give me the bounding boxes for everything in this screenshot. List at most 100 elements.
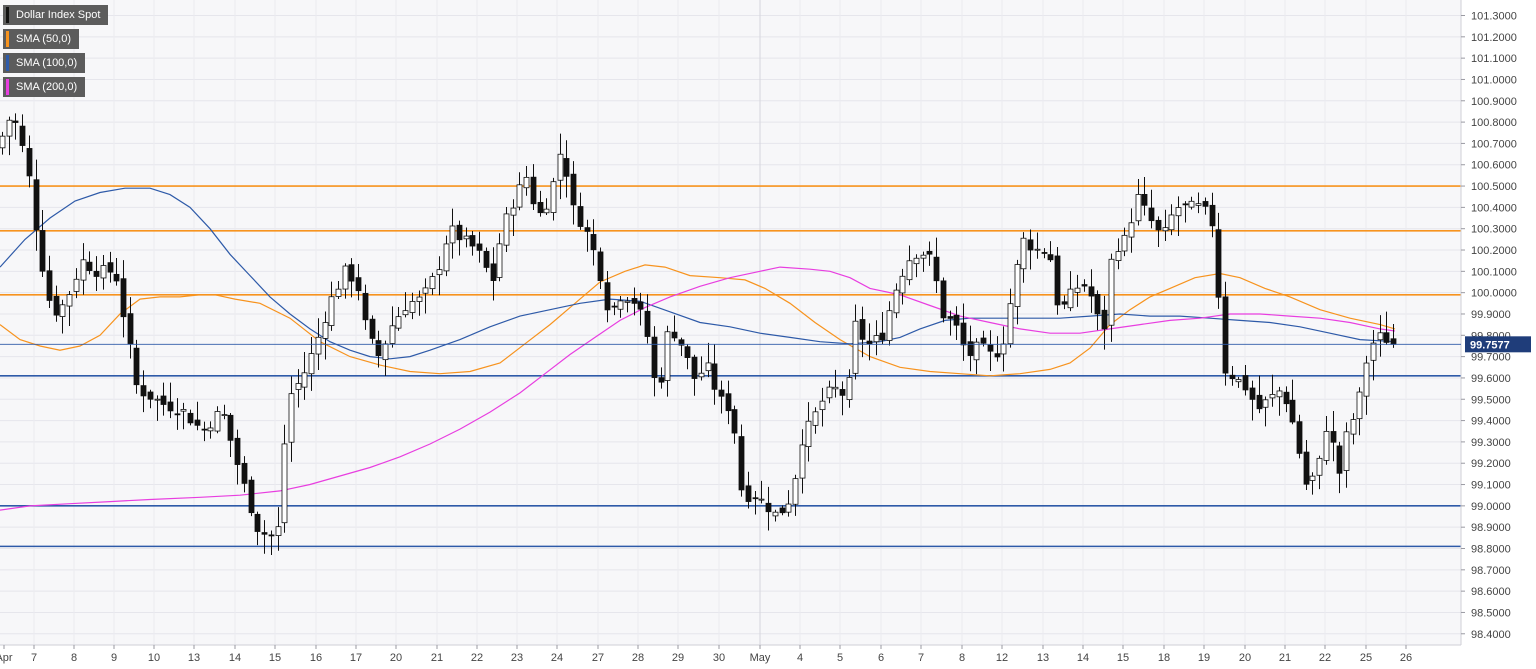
candle-body xyxy=(725,393,732,412)
candle-body xyxy=(1135,194,1142,222)
candle-body xyxy=(805,420,812,448)
y-axis: 101.3000 101.2000 101.1000 101.0000 100.9000… xyxy=(1461,11,1517,641)
candle-body xyxy=(19,125,26,146)
candle-body xyxy=(819,400,826,411)
candle-body xyxy=(1141,194,1148,206)
x-tick-label: 14 xyxy=(1077,652,1089,664)
x-tick-label: 26 xyxy=(1400,652,1412,664)
candle-body xyxy=(1047,254,1054,261)
candle-body xyxy=(402,310,409,316)
x-tick-label: 12 xyxy=(996,652,1008,664)
y-tick-label: 99.2000 xyxy=(1471,458,1511,470)
candle-body xyxy=(1323,430,1330,461)
candle-body xyxy=(826,386,833,399)
candle-body xyxy=(859,319,866,340)
candle-body xyxy=(26,148,33,177)
y-tick-label: 100.0000 xyxy=(1471,288,1517,300)
legend-label: Dollar Index Spot xyxy=(16,9,101,21)
x-tick-label: 29 xyxy=(672,652,684,664)
candle-body xyxy=(180,409,187,412)
candle-body xyxy=(449,225,456,244)
candle-body xyxy=(1269,394,1276,399)
candle-body xyxy=(1128,222,1135,238)
candle-body xyxy=(355,277,362,292)
candle-body xyxy=(920,254,927,259)
x-tick-label: 20 xyxy=(1239,652,1251,664)
candle-body xyxy=(221,414,228,416)
legend-item-sma200: SMA (200,0) xyxy=(3,77,86,97)
x-tick-label: Apr xyxy=(0,652,13,664)
candle-body xyxy=(275,526,282,536)
plot-background xyxy=(0,0,1461,645)
candle-body xyxy=(1276,390,1283,398)
candle-body xyxy=(913,257,920,265)
x-tick-label: 18 xyxy=(1158,652,1170,664)
candle-body xyxy=(577,206,584,227)
candle-body xyxy=(752,497,759,500)
candle-body xyxy=(227,414,234,441)
candle-body xyxy=(745,485,752,502)
candle-body xyxy=(6,119,13,137)
y-tick-label: 99.4000 xyxy=(1471,416,1511,428)
candle-body xyxy=(80,259,87,281)
x-tick-label: 8 xyxy=(71,652,77,664)
y-tick-label: 101.2000 xyxy=(1471,32,1517,44)
candle-body xyxy=(241,462,248,484)
candle-body xyxy=(1209,204,1216,227)
candle-body xyxy=(369,318,376,339)
x-tick-label: 30 xyxy=(713,652,725,664)
candle-body xyxy=(691,356,698,379)
candle-body xyxy=(503,213,510,246)
candle-body xyxy=(301,372,308,388)
x-tick-label: 22 xyxy=(471,652,483,664)
candle-body xyxy=(261,532,268,535)
candle-body xyxy=(1343,431,1350,471)
x-tick-label: 7 xyxy=(31,652,37,664)
candle-body xyxy=(994,353,1001,358)
candle-body xyxy=(1020,237,1027,270)
x-tick-label: 28 xyxy=(632,652,644,664)
current-price-box xyxy=(1465,336,1531,353)
candle-body xyxy=(644,310,651,337)
candle-body xyxy=(1330,431,1337,443)
x-tick-label: 13 xyxy=(1037,652,1049,664)
y-tick-label: 99.5000 xyxy=(1471,394,1511,406)
x-tick-label: 10 xyxy=(148,652,160,664)
candle-body xyxy=(335,288,342,297)
x-tick-label: 6 xyxy=(878,652,884,664)
candle-body xyxy=(201,428,208,431)
y-tick-label: 100.8000 xyxy=(1471,117,1517,129)
x-tick-label: 21 xyxy=(431,652,443,664)
candle-body xyxy=(409,301,416,313)
candle-body xyxy=(248,479,255,514)
candle-body xyxy=(624,300,631,303)
candle-body xyxy=(792,478,799,505)
candle-body xyxy=(463,235,470,240)
candle-body xyxy=(382,343,389,361)
candle-body xyxy=(765,502,772,513)
y-tick-label: 98.7000 xyxy=(1471,565,1511,577)
candle-body xyxy=(1115,251,1122,261)
x-tick-label: 9 xyxy=(111,652,117,664)
candle-body xyxy=(731,409,738,434)
candle-body xyxy=(617,300,624,310)
candle-body xyxy=(1175,207,1182,217)
candle-body xyxy=(1101,309,1108,330)
candle-body xyxy=(1155,219,1162,231)
candle-body xyxy=(893,289,900,314)
candle-body xyxy=(389,325,396,344)
candle-body xyxy=(496,243,503,278)
legend-swatch xyxy=(6,31,9,47)
candle-body xyxy=(597,251,604,281)
y-tick-label: 101.0000 xyxy=(1471,74,1517,86)
candle-body xyxy=(127,313,134,345)
candle-body xyxy=(678,339,685,346)
candle-body xyxy=(1229,374,1236,380)
legend-label: SMA (50,0) xyxy=(16,33,72,45)
candle-body xyxy=(1027,239,1034,251)
candle-body xyxy=(59,304,66,317)
candle-body xyxy=(187,412,194,424)
y-tick-label: 98.8000 xyxy=(1471,544,1511,556)
legend-swatch xyxy=(6,55,9,71)
candlesticks xyxy=(0,113,1397,555)
